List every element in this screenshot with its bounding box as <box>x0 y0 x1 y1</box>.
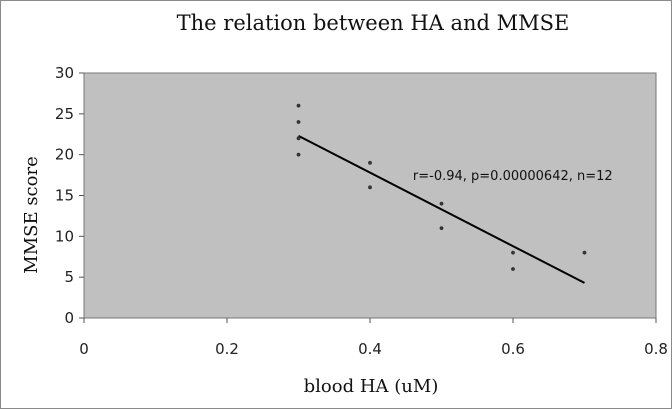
data-point <box>511 267 515 271</box>
data-point <box>582 250 587 255</box>
x-tick-label: 0 <box>79 340 89 358</box>
y-tick-label: 0 <box>64 309 74 327</box>
x-tick-label: 0.6 <box>501 340 525 358</box>
y-tick-label: 30 <box>55 64 74 82</box>
y-axis-title: MMSE score <box>21 156 42 273</box>
data-point <box>439 226 444 231</box>
y-tick-label: 25 <box>55 105 74 123</box>
data-point <box>296 152 301 157</box>
plot-area <box>83 72 657 319</box>
chart-title: The relation between HA and MMSE <box>177 11 570 35</box>
x-tick-label: 0.2 <box>215 340 239 358</box>
data-point <box>439 201 444 206</box>
y-tick-label: 5 <box>64 268 74 286</box>
data-point <box>368 160 372 165</box>
trendline <box>298 134 585 284</box>
x-axis-title: blood HA (uM) <box>304 376 439 397</box>
y-tick-label: 15 <box>55 187 74 205</box>
data-point <box>296 120 301 124</box>
y-tick-label: 20 <box>55 146 74 164</box>
data-point <box>511 250 515 255</box>
x-tick-label: 0.8 <box>644 340 668 358</box>
data-point <box>296 103 301 108</box>
data-point <box>368 185 372 190</box>
x-tick-label: 0.4 <box>358 340 382 358</box>
y-tick-label: 10 <box>55 227 74 245</box>
stats-annotation: r=-0.94, p=0.00000642, n=12 <box>413 169 613 184</box>
data-point <box>296 136 301 141</box>
